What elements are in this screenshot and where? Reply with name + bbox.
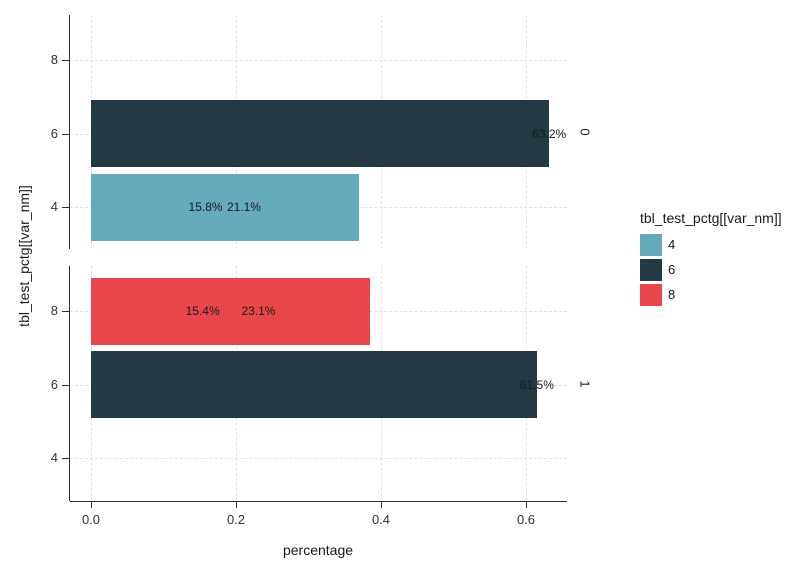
legend-item: 6: [640, 257, 782, 282]
grid-line-horizontal: [70, 60, 567, 61]
facet-strip-label: 1: [577, 379, 593, 388]
x-axis-title: percentage: [282, 542, 354, 558]
grid-line-horizontal: [70, 458, 567, 459]
y-tick-mark: [62, 133, 69, 135]
bar-value-label: 63.2%: [532, 126, 567, 141]
y-tick-mark: [62, 207, 69, 208]
x-tick-label: 0.0: [81, 512, 101, 527]
legend-swatch: [640, 283, 662, 306]
bar: [91, 351, 537, 418]
bar-value-label: 61.5%: [519, 377, 554, 392]
y-tick-label: 4: [50, 450, 58, 465]
y-tick-mark: [62, 458, 69, 459]
y-axis-line: [69, 266, 70, 501]
legend: tbl_test_pctg[[var_nm]] 4 6 8: [640, 210, 782, 307]
legend-label: 4: [668, 237, 676, 252]
legend-label: 8: [668, 287, 676, 302]
y-tick-mark: [62, 311, 69, 312]
x-tick-label: 0.6: [516, 512, 536, 527]
bar-value-label: 15.8%: [188, 200, 223, 214]
bar-value-label: 21.1%: [226, 200, 261, 214]
x-tick-mark: [381, 502, 382, 508]
bar: [91, 173, 359, 241]
legend-swatch: [640, 233, 662, 256]
x-tick-label: 0.4: [371, 512, 391, 527]
bar-value-label: 15.4%: [185, 304, 220, 318]
legend-title: tbl_test_pctg[[var_nm]]: [640, 210, 782, 226]
legend-item: 4: [640, 232, 782, 257]
bar-value-label: 23.1%: [241, 304, 276, 318]
x-tick-label: 0.2: [226, 512, 246, 527]
x-tick-mark: [236, 502, 237, 508]
bar: [91, 100, 550, 167]
x-axis-line: [70, 501, 567, 502]
y-tick-label: 8: [50, 52, 58, 67]
y-tick-mark: [62, 384, 69, 386]
x-tick-mark: [526, 502, 527, 508]
legend-label: 6: [668, 262, 676, 277]
legend-swatch: [640, 258, 662, 281]
y-tick-label: 4: [50, 199, 58, 214]
legend-items: 4 6 8: [640, 232, 782, 307]
y-tick-label: 8: [50, 303, 58, 318]
bar: [91, 277, 371, 345]
y-tick-label: 6: [50, 376, 58, 392]
y-tick-mark: [62, 60, 69, 61]
x-tick-mark: [91, 502, 92, 508]
y-axis-line: [69, 15, 70, 249]
y-tick-label: 6: [50, 125, 58, 141]
legend-item: 8: [640, 282, 782, 307]
facet-strip-label: 0: [577, 128, 593, 136]
